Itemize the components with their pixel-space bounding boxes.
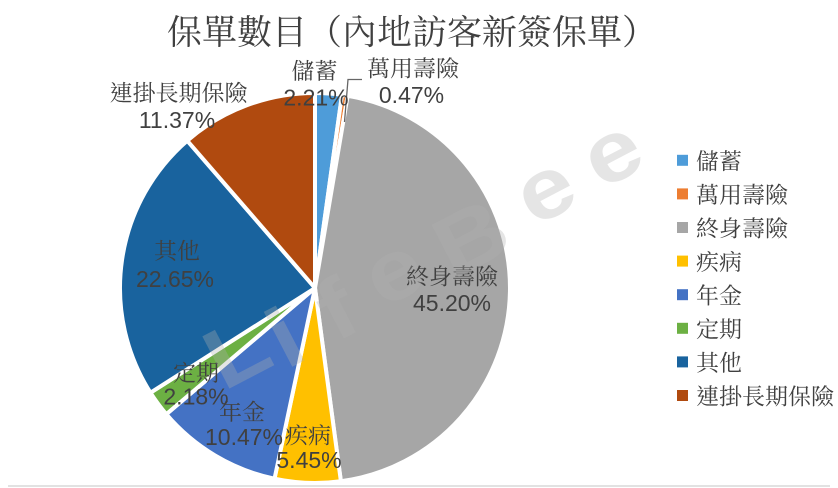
svg-text:45.20%: 45.20%	[413, 290, 491, 316]
svg-text:10.47%: 10.47%	[205, 424, 283, 450]
svg-text:22.65%: 22.65%	[136, 266, 214, 292]
svg-text:2.18%: 2.18%	[163, 384, 228, 410]
svg-text:0.47%: 0.47%	[379, 82, 444, 108]
svg-text:11.37%: 11.37%	[139, 107, 215, 133]
svg-text:5.45%: 5.45%	[276, 447, 341, 473]
svg-text:2.21%: 2.21%	[283, 85, 348, 111]
